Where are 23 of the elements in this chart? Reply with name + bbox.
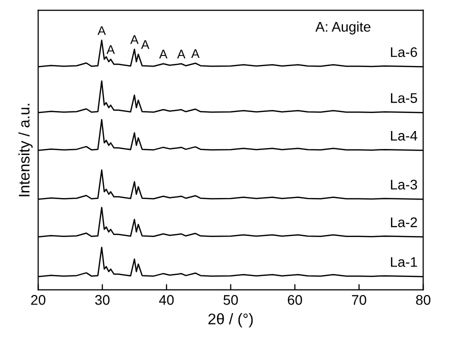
x-axis-title: 2θ / (°) (208, 313, 253, 328)
annotation: A (98, 26, 106, 35)
annotation: A (159, 50, 168, 58)
annotation: A (141, 40, 150, 49)
annotation: A (191, 49, 200, 58)
series-label: La-2 (390, 217, 417, 228)
x-tick-label: 50 (224, 295, 238, 305)
x-tick-label: 70 (352, 295, 366, 305)
annotation: A (130, 35, 139, 44)
annotation: A (177, 50, 186, 58)
x-tick-label: 20 (31, 295, 46, 305)
y-axis-title: Intensity / a.u. (18, 104, 33, 196)
series-label: La-1 (390, 257, 417, 267)
series-label: La-6 (390, 47, 418, 58)
x-tick-label: 40 (159, 295, 174, 305)
x-tick-label: 80 (416, 295, 430, 305)
series-label: La-4 (390, 130, 418, 141)
series-label: La-3 (390, 180, 418, 190)
x-tick-label: 30 (95, 295, 110, 305)
text: A: Augite (315, 22, 370, 34)
x-tick-label: 60 (288, 295, 302, 305)
annotation: A (106, 45, 115, 54)
series-label: La-5 (390, 93, 418, 103)
